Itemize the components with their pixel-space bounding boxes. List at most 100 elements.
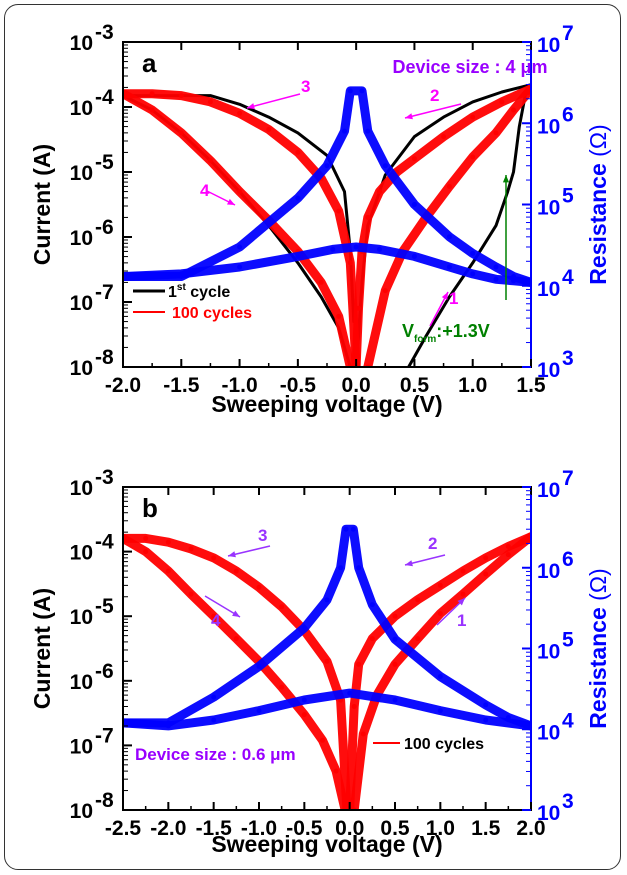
- data-point: [237, 244, 243, 250]
- data-point: [256, 708, 262, 714]
- device-size-label: Device size : 0.6 μm: [135, 745, 296, 764]
- data-point: [471, 100, 474, 104]
- y2-tick-label: 10: [537, 802, 560, 825]
- data-point: [165, 723, 171, 729]
- vform-v: V: [402, 321, 414, 341]
- data-point: [207, 158, 213, 164]
- y-axis-title: Current (A): [29, 588, 55, 709]
- series-line-4: [123, 524, 531, 731]
- data-point: [382, 288, 388, 294]
- vform-label: Vform:+1.3V: [402, 321, 490, 345]
- data-point: [338, 565, 344, 571]
- data-point: [351, 704, 357, 709]
- arrow-4-head: [232, 610, 240, 617]
- y-tick-exponent: -6: [95, 216, 114, 239]
- data-point: [511, 278, 516, 284]
- vform-arrow-head: [502, 175, 510, 183]
- data-point: [359, 88, 365, 94]
- arrow-label-1: 1: [449, 289, 458, 308]
- series-group: [123, 524, 531, 810]
- data-point: [238, 103, 241, 106]
- y-tick-exponent: -7: [95, 724, 114, 747]
- data-point: [211, 613, 217, 619]
- x-tick-label: 0.5: [400, 374, 430, 397]
- data-point: [441, 134, 447, 140]
- arrow-3-head: [228, 551, 236, 558]
- data-point: [512, 170, 515, 174]
- data-point: [233, 568, 239, 574]
- y2-tick-exponent: 4: [562, 266, 574, 289]
- data-point: [330, 246, 336, 252]
- y-tick-exponent: -7: [95, 281, 114, 304]
- data-point: [377, 246, 382, 252]
- data-point: [295, 253, 301, 259]
- data-point: [279, 604, 285, 610]
- data-point: [392, 613, 398, 619]
- data-point: [178, 271, 184, 277]
- legend-first-suffix: cycle: [186, 284, 231, 301]
- y2-axis-title: Resistance (Ω): [585, 568, 611, 728]
- arrow-label-4: 4: [200, 181, 210, 200]
- data-point: [211, 717, 217, 723]
- data-point: [365, 128, 371, 134]
- data-point: [347, 260, 353, 266]
- data-point: [506, 190, 509, 193]
- legend-label-first: 1st cycle: [168, 282, 230, 301]
- data-point: [460, 591, 466, 597]
- data-point: [211, 555, 217, 561]
- series-line-3: [123, 94, 352, 367]
- legend-first-sup: st: [177, 282, 187, 293]
- data-point: [320, 295, 323, 299]
- data-point: [442, 115, 445, 119]
- x-axis-title: Sweeping voltage (V): [211, 391, 442, 417]
- data-point: [384, 173, 387, 177]
- data-point: [493, 264, 499, 270]
- y-tick-label: 10: [70, 477, 93, 500]
- data-point: [178, 93, 184, 99]
- arrow-1-head: [441, 292, 448, 300]
- data-point: [483, 717, 489, 723]
- data-point: [237, 264, 243, 270]
- data-point: [324, 658, 330, 664]
- y2-tick-exponent: 6: [562, 548, 574, 571]
- data-point: [233, 636, 239, 642]
- data-point: [143, 549, 149, 555]
- arrow-3-head: [247, 103, 255, 110]
- y2-tick-label: 10: [537, 479, 560, 502]
- data-point: [266, 127, 272, 132]
- data-point: [143, 535, 149, 541]
- y2-tick-label: 10: [537, 34, 560, 57]
- y-tick-label: 10: [70, 97, 93, 120]
- legend-label-100: 100 cycles: [172, 305, 252, 322]
- data-point: [437, 582, 443, 588]
- data-point: [446, 183, 452, 189]
- data-point: [470, 114, 476, 120]
- vform-sub: form: [414, 334, 436, 345]
- data-point: [424, 334, 428, 338]
- data-point: [188, 591, 194, 597]
- y2-tick-label: 10: [537, 115, 560, 138]
- data-point: [320, 737, 325, 743]
- x-tick-label: -1.5: [196, 817, 233, 840]
- arrow-label-3: 3: [301, 77, 310, 96]
- y2-tick-label: 10: [537, 560, 560, 583]
- data-point: [493, 130, 499, 136]
- y2-tick-exponent: 3: [562, 790, 574, 813]
- data-point: [209, 94, 212, 97]
- data-point: [347, 88, 353, 94]
- data-point: [353, 244, 359, 250]
- data-point: [295, 149, 301, 155]
- arrow-2: [404, 103, 462, 119]
- data-point: [511, 107, 516, 113]
- y-tick-label: 10: [70, 162, 93, 185]
- x-tick-label: -1.5: [163, 374, 200, 397]
- y-tick-exponent: -3: [95, 21, 114, 44]
- y2-tick-exponent: 4: [562, 709, 574, 732]
- y-tick-label: 10: [70, 606, 93, 629]
- data-point: [377, 189, 382, 195]
- y-tick-exponent: -5: [95, 151, 114, 174]
- data-point: [318, 279, 324, 285]
- y2-axis-title: Resistance (Ω): [585, 124, 611, 284]
- y-axis-title: Current (A): [29, 144, 55, 265]
- data-point: [494, 224, 498, 227]
